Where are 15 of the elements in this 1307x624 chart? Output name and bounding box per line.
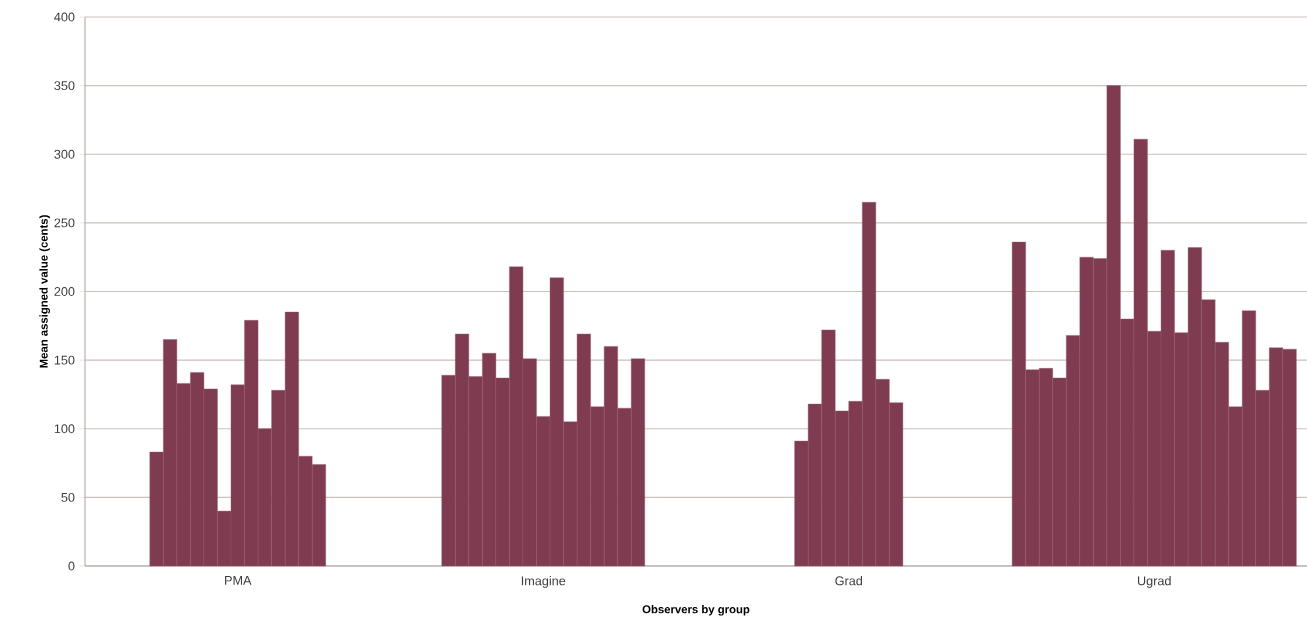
y-tick-label: 300 xyxy=(54,149,75,159)
y-tick-label: 250 xyxy=(54,218,75,228)
x-tick-label: Grad xyxy=(835,576,863,586)
y-tick-label: 200 xyxy=(54,287,75,296)
y-tick-label: 150 xyxy=(54,355,75,365)
y-tick-label: 100 xyxy=(54,424,75,434)
x-tick-label: PMA xyxy=(225,576,252,585)
y-tick-label: 50 xyxy=(61,492,75,502)
x-axis-title: Observers by group xyxy=(642,604,750,616)
y-tick-label: 0 xyxy=(68,561,75,571)
y-tick-label: 400 xyxy=(54,12,75,22)
y-axis-title: Mean assigned value (cents) xyxy=(39,215,51,368)
y-tick-label: 350 xyxy=(54,81,75,91)
x-tick-label: Ugrad xyxy=(1137,576,1171,588)
x-tick-label: Imagine xyxy=(521,576,566,588)
